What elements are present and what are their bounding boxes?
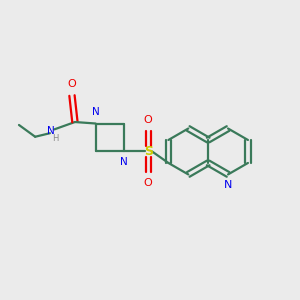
Text: N: N xyxy=(120,157,128,167)
Text: O: O xyxy=(144,115,152,125)
Text: S: S xyxy=(144,145,153,158)
Text: O: O xyxy=(68,79,76,89)
Text: N: N xyxy=(47,126,55,136)
Text: N: N xyxy=(224,180,232,190)
Text: N: N xyxy=(92,107,100,117)
Text: H: H xyxy=(52,134,59,143)
Text: O: O xyxy=(144,178,152,188)
